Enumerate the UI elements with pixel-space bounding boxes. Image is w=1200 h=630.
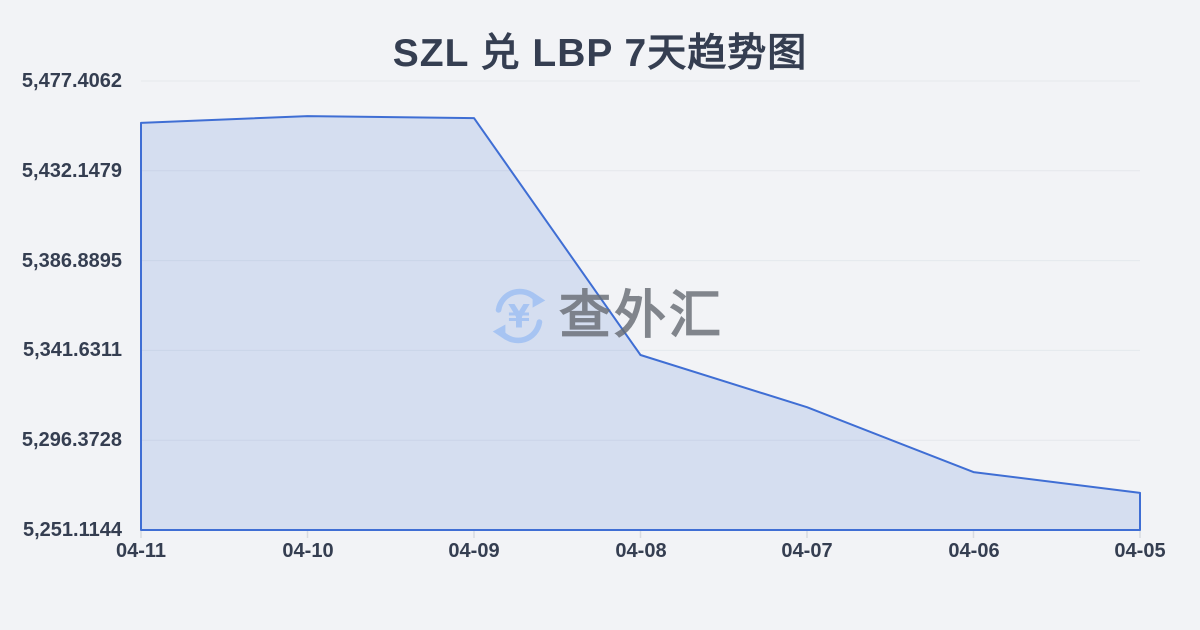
- y-axis-tick-label: 5,432.1479: [21, 160, 122, 182]
- y-axis-tick-label: 5,341.6311: [23, 339, 122, 361]
- x-axis-tick-label: 04-05: [1114, 540, 1166, 562]
- y-axis-tick-label: 5,386.8895: [21, 250, 122, 272]
- y-axis-tick-label: 5,296.3728: [21, 429, 122, 451]
- x-axis-tick-label: 04-06: [948, 540, 1000, 562]
- y-axis-tick-label: 5,251.1144: [23, 519, 122, 541]
- chart-title: SZL 兑 LBP 7天趋势图: [392, 32, 808, 75]
- x-axis-tick-label: 04-08: [615, 540, 667, 562]
- x-axis-tick-label: 04-09: [448, 540, 500, 562]
- x-axis-tick-label: 04-11: [115, 540, 167, 562]
- x-axis-tick-label: 04-07: [781, 540, 833, 562]
- y-axis-tick-label: 5,477.4062: [21, 70, 122, 92]
- trend-area-series: [140, 115, 1141, 531]
- x-axis-tick-label: 04-10: [282, 540, 334, 562]
